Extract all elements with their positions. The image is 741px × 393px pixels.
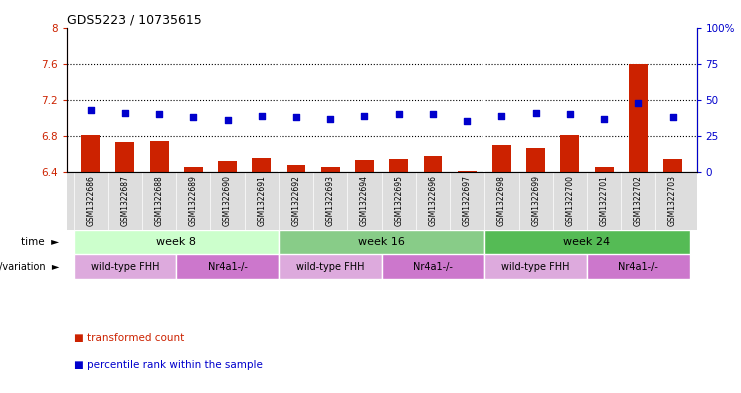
Point [598, 116, 610, 122]
Text: Nr4a1-/-: Nr4a1-/- [207, 262, 247, 272]
Bar [321, 167, 339, 172]
Bar [73, 254, 176, 279]
Text: GSM1322694: GSM1322694 [360, 175, 369, 226]
Bar [355, 160, 374, 172]
Text: GSM1322689: GSM1322689 [189, 175, 198, 226]
Text: ■ percentile rank within the sample: ■ percentile rank within the sample [74, 360, 263, 371]
Bar [116, 142, 134, 172]
Point [427, 111, 439, 118]
Bar [526, 148, 545, 172]
Text: week 8: week 8 [156, 237, 196, 247]
Bar [587, 254, 690, 279]
Point [393, 111, 405, 118]
Bar [253, 158, 271, 172]
Bar [184, 167, 203, 172]
Point [667, 114, 679, 120]
Bar [663, 158, 682, 172]
Text: wild-type FHH: wild-type FHH [296, 262, 365, 272]
Text: GSM1322688: GSM1322688 [155, 175, 164, 226]
Text: GSM1322700: GSM1322700 [565, 175, 574, 226]
Bar [595, 167, 614, 172]
Point [153, 111, 165, 118]
Text: GSM1322695: GSM1322695 [394, 175, 403, 226]
Bar [82, 135, 100, 172]
Text: GSM1322687: GSM1322687 [120, 175, 130, 226]
Point [530, 110, 542, 116]
Bar [492, 145, 511, 172]
Point [564, 111, 576, 118]
Point [632, 99, 644, 106]
Text: wild-type FHH: wild-type FHH [90, 262, 159, 272]
Bar [176, 254, 279, 279]
Text: GSM1322698: GSM1322698 [497, 175, 506, 226]
Point [290, 114, 302, 120]
Bar [458, 171, 476, 172]
Text: GSM1322693: GSM1322693 [326, 175, 335, 226]
Bar [485, 254, 587, 279]
Bar [279, 254, 382, 279]
Text: GSM1322702: GSM1322702 [634, 175, 643, 226]
Text: GSM1322690: GSM1322690 [223, 175, 232, 226]
Text: GSM1322696: GSM1322696 [428, 175, 437, 226]
Bar [279, 230, 485, 254]
Text: week 24: week 24 [563, 237, 611, 247]
Text: wild-type FHH: wild-type FHH [502, 262, 570, 272]
Text: Nr4a1-/-: Nr4a1-/- [413, 262, 453, 272]
Text: GSM1322686: GSM1322686 [86, 175, 95, 226]
Point [359, 112, 370, 119]
Text: GSM1322697: GSM1322697 [462, 175, 472, 226]
Text: GDS5223 / 10735615: GDS5223 / 10735615 [67, 13, 202, 26]
Text: ■ transformed count: ■ transformed count [74, 333, 185, 343]
Bar [218, 161, 237, 172]
Point [187, 114, 199, 120]
Point [496, 112, 508, 119]
Point [84, 107, 96, 113]
Text: time  ►: time ► [21, 237, 59, 247]
Point [119, 110, 131, 116]
Bar [389, 158, 408, 172]
Bar [560, 135, 579, 172]
Bar [424, 156, 442, 172]
Text: week 16: week 16 [358, 237, 405, 247]
Text: GSM1322703: GSM1322703 [668, 175, 677, 226]
Bar [382, 254, 485, 279]
Text: GSM1322692: GSM1322692 [291, 175, 301, 226]
Text: genotype/variation  ►: genotype/variation ► [0, 262, 59, 272]
Text: GSM1322691: GSM1322691 [257, 175, 266, 226]
Bar [150, 141, 168, 172]
Point [256, 112, 268, 119]
Text: GSM1322701: GSM1322701 [599, 175, 608, 226]
Bar [287, 165, 305, 172]
Text: Nr4a1-/-: Nr4a1-/- [619, 262, 658, 272]
Point [325, 116, 336, 122]
Bar [629, 64, 648, 172]
Point [222, 117, 233, 123]
Bar [485, 230, 690, 254]
Point [461, 118, 473, 125]
Bar [73, 230, 279, 254]
Text: GSM1322699: GSM1322699 [531, 175, 540, 226]
